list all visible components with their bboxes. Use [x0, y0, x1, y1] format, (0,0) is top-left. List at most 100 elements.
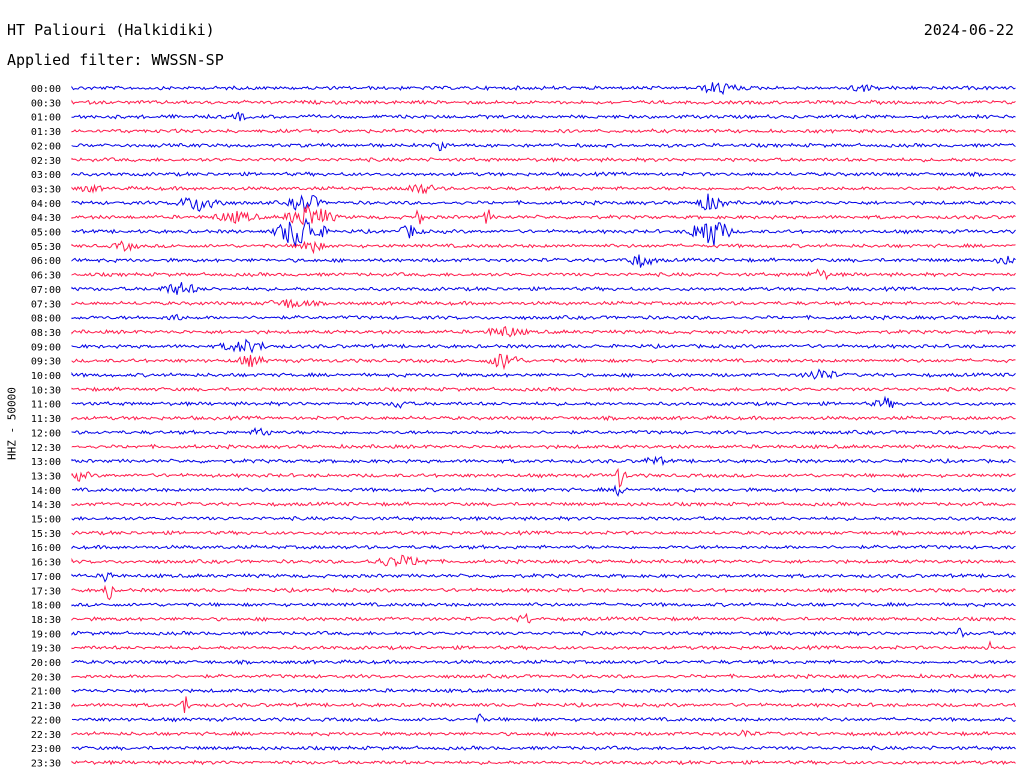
time-label: 09:00: [31, 342, 61, 353]
trace-1130: [71, 415, 1016, 422]
time-label: 18:00: [31, 601, 61, 612]
trace-2330: [71, 759, 1016, 766]
trace-1700: [71, 572, 1016, 583]
time-label: 06:00: [31, 256, 61, 267]
trace-0130: [71, 128, 1016, 134]
time-label: 07:30: [31, 299, 61, 310]
time-label: 20:00: [31, 658, 61, 669]
time-label: 08:00: [31, 314, 61, 325]
time-label: 17:30: [31, 586, 61, 597]
trace-1600: [71, 544, 1016, 550]
time-label: 17:00: [31, 572, 61, 583]
trace-0930: [71, 353, 1016, 371]
time-label: 00:00: [31, 84, 61, 95]
trace-2300: [71, 745, 1016, 751]
trace-2000: [71, 659, 1016, 666]
time-label: 13:00: [31, 457, 61, 468]
trace-1330: [71, 467, 1016, 489]
filter-label: Applied filter: WWSSN-SP: [7, 51, 224, 69]
trace-0330: [71, 183, 1016, 195]
time-label: 07:00: [31, 285, 61, 296]
trace-1630: [71, 554, 1016, 568]
trace-1530: [71, 529, 1016, 537]
time-label: 05:00: [31, 228, 61, 239]
time-label: 15:00: [31, 515, 61, 526]
trace-1400: [71, 484, 1016, 498]
trace-0800: [71, 313, 1016, 321]
time-label: 02:00: [31, 141, 61, 152]
trace-2030: [71, 673, 1016, 680]
trace-1500: [71, 515, 1016, 522]
time-label: 23:00: [31, 744, 61, 755]
trace-0200: [71, 140, 1016, 152]
trace-0100: [71, 111, 1016, 122]
time-label: 01:00: [31, 113, 61, 124]
time-label: 23:30: [31, 758, 61, 769]
trace-0630: [71, 268, 1016, 281]
time-label: 02:30: [31, 156, 61, 167]
trace-0430: [71, 204, 1016, 226]
time-label: 20:30: [31, 672, 61, 683]
trace-1230: [71, 443, 1016, 450]
trace-1900: [71, 627, 1016, 639]
time-label: 18:30: [31, 615, 61, 626]
trace-2230: [71, 729, 1016, 738]
time-label: 05:30: [31, 242, 61, 253]
trace-2100: [71, 687, 1016, 694]
trace-1100: [71, 395, 1016, 409]
trace-1800: [71, 601, 1016, 608]
trace-1300: [71, 455, 1016, 467]
time-label: 00:30: [31, 98, 61, 109]
time-label: 06:30: [31, 271, 61, 282]
trace-0830: [71, 326, 1016, 338]
time-label: 03:00: [31, 170, 61, 181]
time-label: 09:30: [31, 357, 61, 368]
time-label: 10:30: [31, 385, 61, 396]
trace-1000: [71, 368, 1016, 380]
time-label: 21:30: [31, 701, 61, 712]
time-label: 12:30: [31, 443, 61, 454]
trace-2200: [71, 713, 1016, 724]
trace-1030: [71, 386, 1016, 393]
time-label: 10:00: [31, 371, 61, 382]
time-label: 19:30: [31, 644, 61, 655]
trace-1730: [71, 584, 1016, 601]
time-label: 08:30: [31, 328, 61, 339]
date-label: 2024-06-22: [923, 21, 1014, 39]
time-label: 04:30: [31, 213, 61, 224]
time-label: 13:30: [31, 471, 61, 482]
time-label: 01:30: [31, 127, 61, 138]
time-label: 15:30: [31, 529, 61, 540]
time-label: 12:00: [31, 428, 61, 439]
trace-0000: [71, 82, 1016, 96]
trace-0030: [71, 99, 1016, 106]
trace-0600: [71, 254, 1016, 268]
time-label: 21:00: [31, 687, 61, 698]
time-label: 14:00: [31, 486, 61, 497]
trace-0700: [71, 282, 1016, 295]
trace-1930: [71, 640, 1016, 651]
time-label: 04:00: [31, 199, 61, 210]
trace-0500: [71, 217, 1016, 248]
time-label: 11:30: [31, 414, 61, 425]
time-label: 22:00: [31, 715, 61, 726]
time-label: 19:00: [31, 629, 61, 640]
time-label: 16:30: [31, 558, 61, 569]
trace-1430: [71, 501, 1016, 507]
trace-0900: [71, 338, 1016, 354]
trace-0400: [71, 193, 1016, 212]
station-title: HT Paliouri (Halkidiki): [7, 21, 215, 39]
time-label: 03:30: [31, 184, 61, 195]
trace-0730: [71, 298, 1016, 309]
trace-2130: [71, 696, 1016, 713]
time-label: 16:00: [31, 543, 61, 554]
trace-1830: [71, 612, 1016, 624]
trace-1200: [71, 426, 1016, 436]
time-label: 14:30: [31, 500, 61, 511]
trace-0300: [71, 171, 1016, 178]
time-label: 11:00: [31, 400, 61, 411]
time-label: 22:30: [31, 730, 61, 741]
trace-0530: [71, 240, 1016, 255]
trace-0230: [71, 156, 1016, 163]
